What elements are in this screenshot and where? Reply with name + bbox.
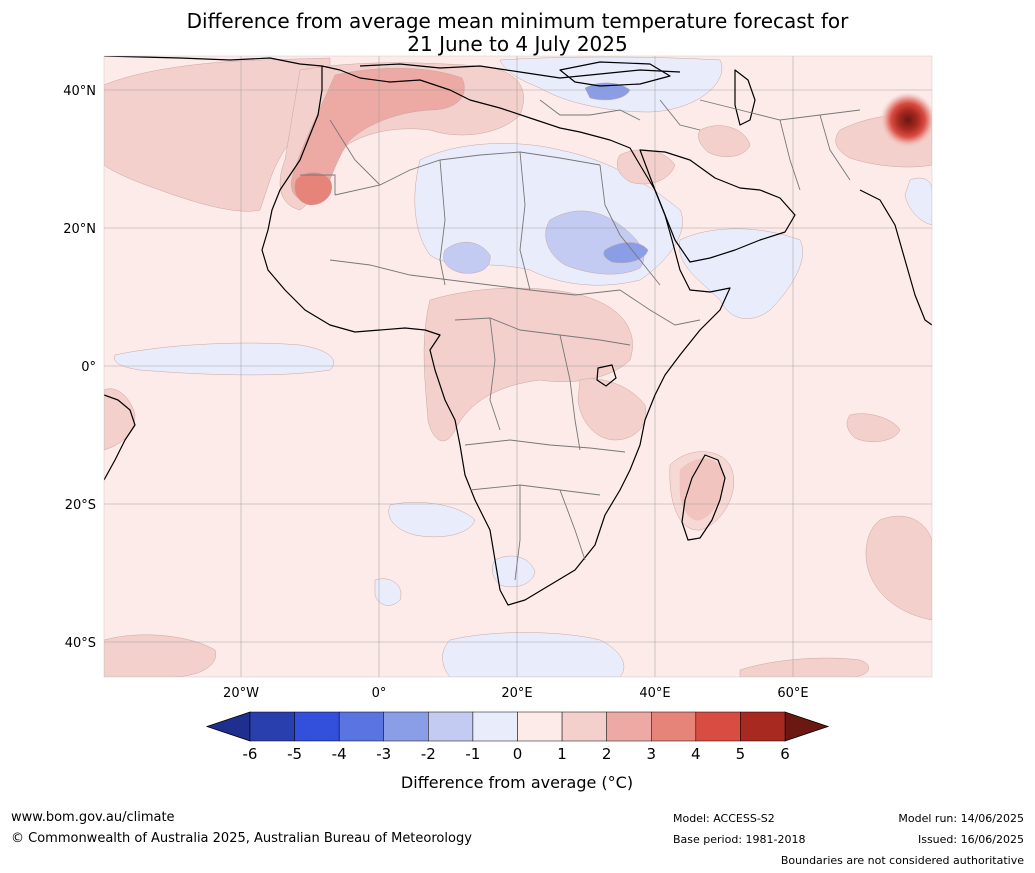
cool-band-equatorial-atlantic <box>114 342 334 376</box>
anomaly-shading <box>104 56 932 677</box>
colorbar-tick-label: 5 <box>736 745 746 763</box>
colorbar-extension-low <box>205 711 251 742</box>
europe-coastline <box>104 56 681 79</box>
warm-south-atlantic <box>104 634 217 677</box>
disclaimer-text: Boundaries are not considered authoritat… <box>780 854 1024 867</box>
brazil-coastline <box>104 394 136 481</box>
warm-east-africa <box>577 378 647 441</box>
cool-south-africa-coast <box>492 555 536 588</box>
colorbar-segment <box>428 711 474 742</box>
cool-core-red-sea <box>603 242 649 264</box>
warm-west-atlantic-south <box>104 388 136 451</box>
lon-label-20w: 20°W <box>223 686 259 701</box>
cool-south-atlantic-1 <box>388 502 476 538</box>
map-panel <box>104 56 932 677</box>
latitude-labels: 40°N 20°N 0° 20°S 40°S <box>63 84 96 651</box>
colorbar-tick-label: 1 <box>557 745 567 763</box>
colorbar-segment <box>249 711 295 742</box>
lon-label-0: 0° <box>372 686 387 701</box>
colorbar-segment <box>561 711 607 742</box>
colorbar-tick-label: 0 <box>513 745 523 763</box>
warm-gulf <box>698 125 751 157</box>
colorbar-tick-label: -2 <box>421 745 436 763</box>
cool-south-atlantic-2 <box>374 578 402 606</box>
colorbar-tick-label: -5 <box>287 745 302 763</box>
colorbar-segment <box>606 711 652 742</box>
lat-label-0: 0° <box>81 360 96 375</box>
lat-label-40s: 40°S <box>65 636 96 651</box>
colorbar-tick-label: -1 <box>465 745 480 763</box>
warm-central-africa <box>423 287 633 442</box>
caspian-coastline <box>734 69 756 126</box>
colorbar-segment <box>383 711 429 742</box>
colorbar-tick-label: -3 <box>376 745 391 763</box>
colorbar-tick-label: 2 <box>602 745 612 763</box>
longitude-labels: 20°W 0° 20°E 40°E 60°E <box>223 686 809 701</box>
warm-southern-indian <box>739 657 869 677</box>
lake-victoria <box>596 364 617 387</box>
model-run-text: Model run: 14/06/2025 <box>898 812 1024 825</box>
hot-spot-himalaya <box>880 92 932 148</box>
black-sea-coastline <box>559 61 671 87</box>
colorbar-segment <box>338 711 384 742</box>
warm-core-morocco <box>290 67 465 202</box>
gridlines <box>104 56 932 677</box>
colorbar-segment <box>472 711 518 742</box>
colorbar-segment <box>651 711 697 742</box>
country-borders <box>300 99 861 581</box>
india-coastline <box>859 189 932 326</box>
colorbar-tick-label: -4 <box>332 745 347 763</box>
colorbar-segment <box>517 711 563 742</box>
cool-southern-ocean <box>442 632 625 677</box>
lon-label-60e: 60°E <box>777 686 808 701</box>
colorbar: -6 -5 -4 -3 -2 -1 0 1 2 3 4 5 6 <box>205 711 830 763</box>
map-frame <box>103 55 933 678</box>
cool-india <box>904 177 932 226</box>
cool-core-niger <box>443 242 491 274</box>
lat-label-20s: 20°S <box>65 498 96 513</box>
issued-text: Issued: 16/06/2025 <box>917 833 1024 846</box>
colorbar-tick-label: 3 <box>646 745 656 763</box>
madagascar-coastline <box>681 454 726 541</box>
warm-madagascar-halo <box>669 451 734 531</box>
coastlines <box>104 56 932 606</box>
lat-label-20n: 20°N <box>63 222 96 237</box>
colorbar-label: Difference from average (°C) <box>401 773 633 792</box>
lat-label-40n: 40°N <box>63 84 96 99</box>
colorbar-extension-high <box>784 711 830 742</box>
colorbar-tick-label: -6 <box>243 745 258 763</box>
colorbar-tick-label: 4 <box>691 745 701 763</box>
lon-label-20e: 20°E <box>501 686 532 701</box>
colorbar-tick-label: 6 <box>780 745 790 763</box>
warm-indian-ocean-south <box>865 515 932 621</box>
warm-indian-ocean <box>846 413 901 442</box>
colorbar-segment <box>695 711 741 742</box>
warm-band-north-atlantic <box>104 57 331 212</box>
model-text: Model: ACCESS-S2 <box>673 812 775 825</box>
colorbar-segment <box>740 711 786 742</box>
website-text: www.bom.gov.au/climate <box>11 810 175 825</box>
colorbar-segment <box>294 711 340 742</box>
arabia-coastline <box>639 149 796 263</box>
base-period-text: Base period: 1981-2018 <box>673 833 806 846</box>
africa-coastline <box>261 65 731 606</box>
figure-title: Difference from average mean minimum tem… <box>186 9 849 56</box>
lon-label-40e: 40°E <box>639 686 670 701</box>
copyright-text: © Commonwealth of Australia 2025, Austra… <box>11 831 472 846</box>
cool-arabia-east <box>679 228 803 319</box>
hot-core-sahara-west <box>294 172 332 206</box>
